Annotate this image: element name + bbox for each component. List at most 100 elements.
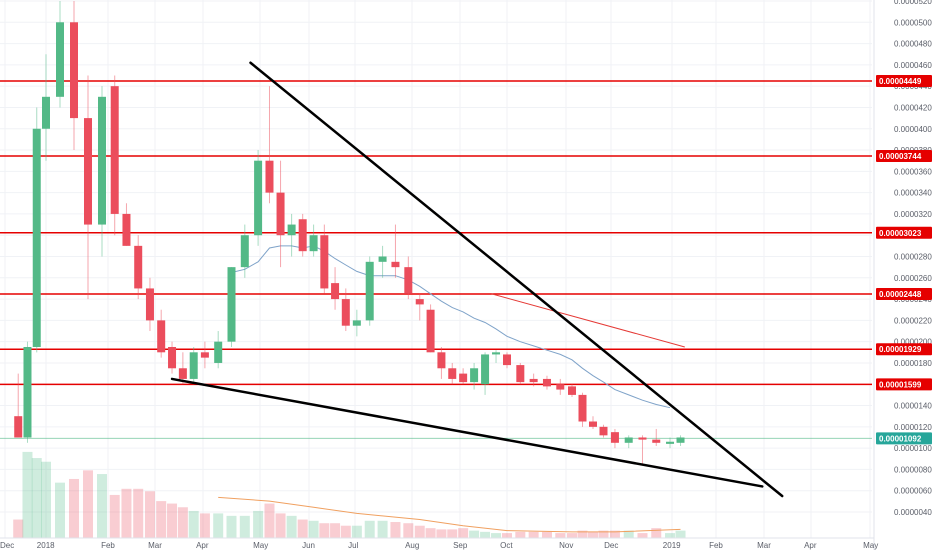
candle-body-down[interactable]	[578, 394, 587, 422]
candle-body-down[interactable]	[503, 354, 511, 366]
candle-body-down[interactable]	[14, 416, 23, 438]
volume-bar	[351, 525, 362, 538]
candle-body-up[interactable]	[470, 368, 479, 383]
candle-body-down[interactable]	[134, 245, 143, 289]
candle-body-up[interactable]	[378, 256, 387, 262]
level-price-tag	[876, 378, 932, 391]
month-tick-label: May	[253, 541, 268, 550]
candle-body-down[interactable]	[542, 378, 551, 387]
volume-bar	[22, 451, 33, 538]
volume-bar	[97, 474, 107, 538]
candle-body-down[interactable]	[516, 365, 525, 383]
candle-body-down[interactable]	[122, 213, 131, 246]
candle-body-down[interactable]	[599, 426, 608, 436]
candle-body-down[interactable]	[331, 283, 340, 300]
candle-body-up[interactable]	[676, 437, 685, 443]
volume-bar	[199, 513, 210, 538]
candle-body-up[interactable]	[309, 235, 318, 252]
candle-body-down[interactable]	[168, 346, 177, 369]
candle-body-down[interactable]	[568, 386, 576, 395]
level-price-tag	[876, 226, 932, 239]
candle-body-down[interactable]	[448, 368, 457, 379]
volume-bar	[665, 533, 676, 538]
candle-body-up[interactable]	[23, 346, 32, 438]
volume-bar	[458, 528, 469, 538]
candle-body-up[interactable]	[481, 354, 490, 385]
candle-body-down[interactable]	[70, 22, 78, 119]
candle-body-down[interactable]	[415, 299, 424, 305]
volume-bar	[651, 528, 662, 538]
candle-body-up[interactable]	[624, 437, 633, 443]
candle-body-up[interactable]	[240, 235, 249, 268]
volume-bar	[425, 528, 436, 538]
month-tick-label: Jun	[302, 541, 315, 550]
candle-body-down[interactable]	[157, 320, 166, 353]
level-price-tag-label: 0.00003744	[879, 152, 922, 161]
candle-body-down[interactable]	[341, 299, 350, 326]
candle-body-down[interactable]	[276, 192, 285, 236]
candle-body-down[interactable]	[556, 384, 565, 390]
candle-body-up[interactable]	[666, 441, 675, 444]
candle-body-down[interactable]	[145, 288, 154, 321]
month-tick-label: 2018	[37, 541, 55, 550]
projection-trend-line[interactable]	[491, 293, 685, 348]
candle-body-up[interactable]	[189, 352, 198, 379]
volume-bar	[177, 507, 188, 538]
candle-body-up[interactable]	[32, 128, 41, 347]
volume-bar	[403, 523, 414, 538]
candle-body-down[interactable]	[610, 432, 619, 443]
candle-body-down[interactable]	[298, 219, 307, 252]
candle-body-down[interactable]	[265, 160, 274, 193]
month-tick-label: Jul	[348, 541, 358, 550]
candle-body-down[interactable]	[178, 368, 187, 379]
candle-body-up[interactable]	[287, 224, 296, 236]
volume-bar	[364, 520, 375, 538]
volume-bar	[541, 531, 552, 538]
candle-body-down[interactable]	[529, 378, 538, 383]
candle-body-down[interactable]	[391, 261, 400, 268]
volume-bar	[390, 522, 401, 538]
current-price-tag-label: 0.00001092	[879, 434, 922, 443]
level-price-tag-label: 0.00001929	[879, 345, 922, 354]
volume-bar	[502, 533, 512, 538]
month-tick-label: Mar	[148, 541, 162, 550]
candle-body-down[interactable]	[320, 235, 329, 289]
candle-body-up[interactable]	[56, 22, 64, 97]
volume-bar	[308, 520, 319, 538]
candle-body-down[interactable]	[638, 437, 647, 440]
candle-body-up[interactable]	[214, 341, 223, 363]
wedge-trend-line[interactable]	[249, 61, 784, 498]
candle-body-down[interactable]	[589, 421, 597, 427]
volume-bar	[239, 515, 250, 538]
candle-body-up[interactable]	[365, 261, 374, 321]
candle-body-up[interactable]	[254, 160, 263, 236]
month-tick-label: 2019	[663, 541, 681, 550]
candle-body-up[interactable]	[492, 352, 501, 355]
candle-body-down[interactable]	[426, 309, 435, 353]
candle-body-down[interactable]	[459, 373, 468, 383]
candle-body-down[interactable]	[652, 439, 661, 443]
volume-bar	[447, 529, 458, 538]
candle-body-down[interactable]	[200, 352, 209, 358]
wedge-trend-line[interactable]	[170, 377, 764, 488]
candle-body-down[interactable]	[404, 267, 413, 294]
volume-bar	[491, 533, 502, 538]
candle-body-down[interactable]	[84, 118, 92, 225]
candle-body-up[interactable]	[352, 320, 361, 326]
volume-bar	[469, 530, 480, 538]
candle-body-down[interactable]	[110, 86, 119, 214]
candle-body-up[interactable]	[98, 96, 106, 225]
candle-body-up[interactable]	[227, 267, 236, 342]
volume-bar	[121, 488, 132, 538]
volume-bar	[264, 503, 275, 538]
candle-body-up[interactable]	[42, 96, 50, 129]
candle-body-down[interactable]	[437, 352, 446, 369]
volume-bar	[515, 531, 526, 538]
